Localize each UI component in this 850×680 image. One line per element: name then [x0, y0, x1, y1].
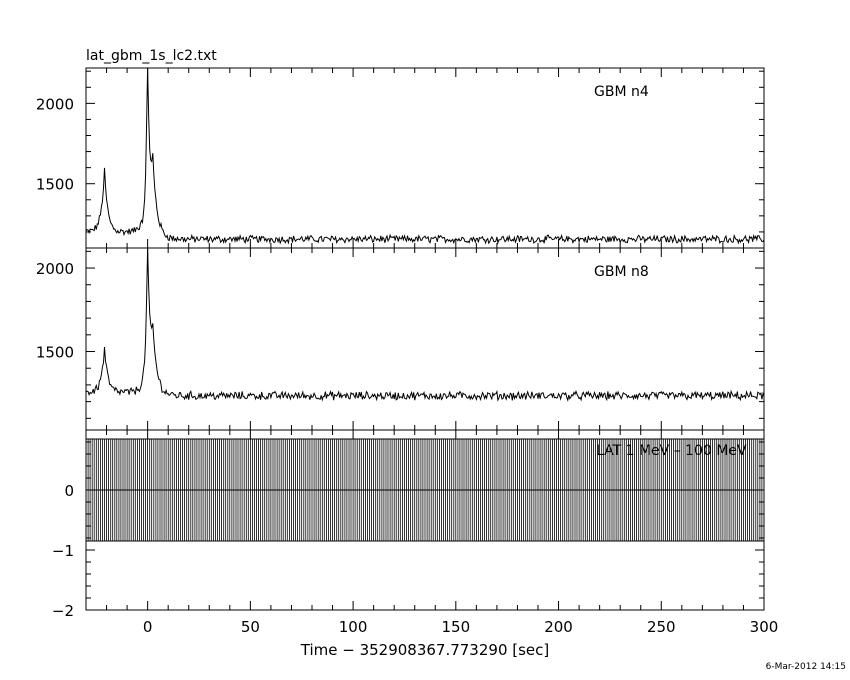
- x-tick-label: 0: [143, 618, 153, 636]
- light-curve-series: [85, 68, 765, 245]
- panel-2: 1500 2000 GBM n8: [36, 247, 765, 431]
- x-axis: 0 50 100 150 200 250 300: [143, 618, 778, 636]
- panel-frame: [85, 247, 765, 431]
- panel-frame: [85, 67, 765, 249]
- y-tick-label: 0: [64, 482, 74, 500]
- plot-timestamp: 6-Mar-2012 14:15: [765, 662, 846, 672]
- panel-1: 1500 2000 GBM n4: [36, 67, 765, 249]
- y-tick-label: 1500: [36, 344, 74, 362]
- y-tick-label: −1: [52, 542, 74, 560]
- x-axis-label: Time − 352908367.773290 [sec]: [300, 641, 550, 659]
- panel-3: −2 −1 0 LAT 1 MeV – 100 MeV: [52, 429, 765, 620]
- x-tick-label: 200: [544, 618, 573, 636]
- y-tick-label: 2000: [36, 260, 74, 278]
- x-tick-label: 50: [241, 618, 260, 636]
- y-tick-label: 1500: [36, 176, 74, 194]
- chart-panels: 1500 2000 GBM n4 1500 2000 GBM n8 −2 −1 0 LAT 1 M…: [36, 67, 765, 620]
- panel-label: LAT 1 MeV – 100 MeV: [596, 443, 747, 459]
- panel-label: GBM n4: [594, 84, 649, 100]
- x-tick-label: 150: [441, 618, 470, 636]
- x-tick-label: 250: [647, 618, 676, 636]
- panel-label: GBM n8: [594, 264, 649, 280]
- file-title: lat_gbm_1s_lc2.txt: [86, 48, 217, 64]
- light-curve-series: [85, 248, 765, 402]
- x-tick-label: 300: [750, 618, 779, 636]
- y-tick-label: 2000: [36, 95, 74, 113]
- y-tick-label: −2: [52, 602, 74, 620]
- x-tick-label: 100: [339, 618, 368, 636]
